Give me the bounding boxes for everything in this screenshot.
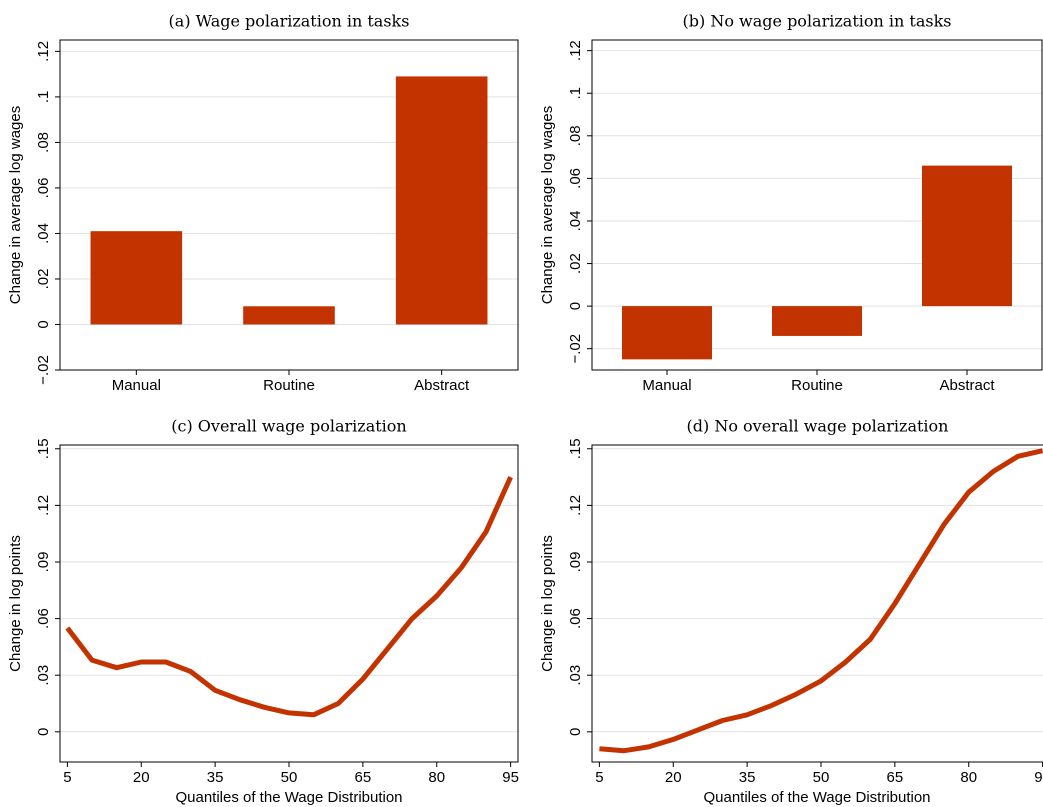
panel-title: (a) Wage polarization in tasks [169, 12, 410, 31]
bar [90, 231, 183, 325]
y-tick-label: .09 [567, 552, 584, 573]
y-axis-title: Change in log points [7, 535, 24, 672]
plot-frame [59, 444, 519, 763]
plot-frame [591, 39, 1043, 371]
x-tick-label: Manual [642, 377, 691, 394]
x-tick-label: 80 [960, 769, 977, 786]
y-axis-title: Change in log points [539, 535, 556, 672]
x-tick-label: Abstract [414, 377, 470, 394]
x-tick-label: 50 [281, 769, 298, 786]
y-tick-label: .1 [35, 91, 52, 104]
x-tick-label: 5 [63, 769, 71, 786]
y-tick-label: −.02 [567, 334, 584, 364]
y-tick-label: .15 [567, 438, 584, 459]
y-tick-label: .12 [35, 495, 52, 516]
y-tick-label: .09 [35, 552, 52, 573]
line-series [599, 448, 1043, 754]
x-tick-label: 80 [428, 769, 445, 786]
x-tick-label: 5 [595, 769, 603, 786]
y-tick-label: .1 [567, 87, 584, 100]
x-tick-label: 65 [355, 769, 372, 786]
y-tick-label: .12 [567, 495, 584, 516]
bar [395, 76, 488, 325]
x-tick-label: Routine [791, 377, 843, 394]
x-axis-title: Quantiles of the Wage Distribution [175, 789, 402, 806]
y-tick-label: .06 [567, 608, 584, 629]
plot-frame [59, 39, 519, 371]
x-tick-label: Abstract [939, 377, 995, 394]
y-tick-label: .02 [35, 269, 52, 290]
x-tick-label: 95 [502, 769, 519, 786]
y-tick-label: 0 [567, 728, 584, 736]
y-tick-label: .02 [567, 253, 584, 274]
y-axis-title: Change in average log wages [7, 106, 24, 304]
y-tick-label: .06 [567, 168, 584, 189]
x-tick-label: 35 [739, 769, 756, 786]
y-tick-label: .06 [35, 178, 52, 199]
y-tick-label: −.02 [35, 355, 52, 385]
y-tick-label: .15 [35, 438, 52, 459]
x-tick-label: Routine [263, 377, 315, 394]
y-axis-title: Change in average log wages [539, 106, 556, 304]
y-tick-label: .08 [567, 125, 584, 146]
x-tick-label: 50 [813, 769, 830, 786]
bar [243, 306, 335, 325]
line-series [65, 476, 513, 718]
y-tick-label: .08 [35, 132, 52, 153]
y-tick-label: .04 [567, 211, 584, 232]
x-tick-label: Manual [112, 377, 161, 394]
x-tick-label: 95 [1034, 769, 1043, 786]
y-tick-label: 0 [35, 728, 52, 736]
x-tick-label: 20 [133, 769, 150, 786]
x-axis-title: Quantiles of the Wage Distribution [703, 789, 930, 806]
x-tick-label: 20 [665, 769, 682, 786]
bar [772, 306, 862, 336]
y-tick-label: .04 [35, 223, 52, 244]
bar [922, 165, 1012, 307]
y-tick-label: .12 [35, 41, 52, 62]
y-tick-label: 0 [35, 320, 52, 328]
y-tick-label: .03 [35, 665, 52, 686]
bar [622, 306, 712, 360]
x-tick-label: 35 [207, 769, 224, 786]
plot-frame [591, 444, 1043, 763]
panel-title: (c) Overall wage polarization [171, 417, 406, 436]
panel-title: (d) No overall wage polarization [687, 417, 949, 436]
y-tick-label: .12 [567, 40, 584, 61]
y-tick-label: .06 [35, 608, 52, 629]
x-tick-label: 65 [887, 769, 904, 786]
y-tick-label: .03 [567, 665, 584, 686]
panel-title: (b) No wage polarization in tasks [683, 12, 952, 31]
y-tick-label: 0 [567, 302, 584, 310]
